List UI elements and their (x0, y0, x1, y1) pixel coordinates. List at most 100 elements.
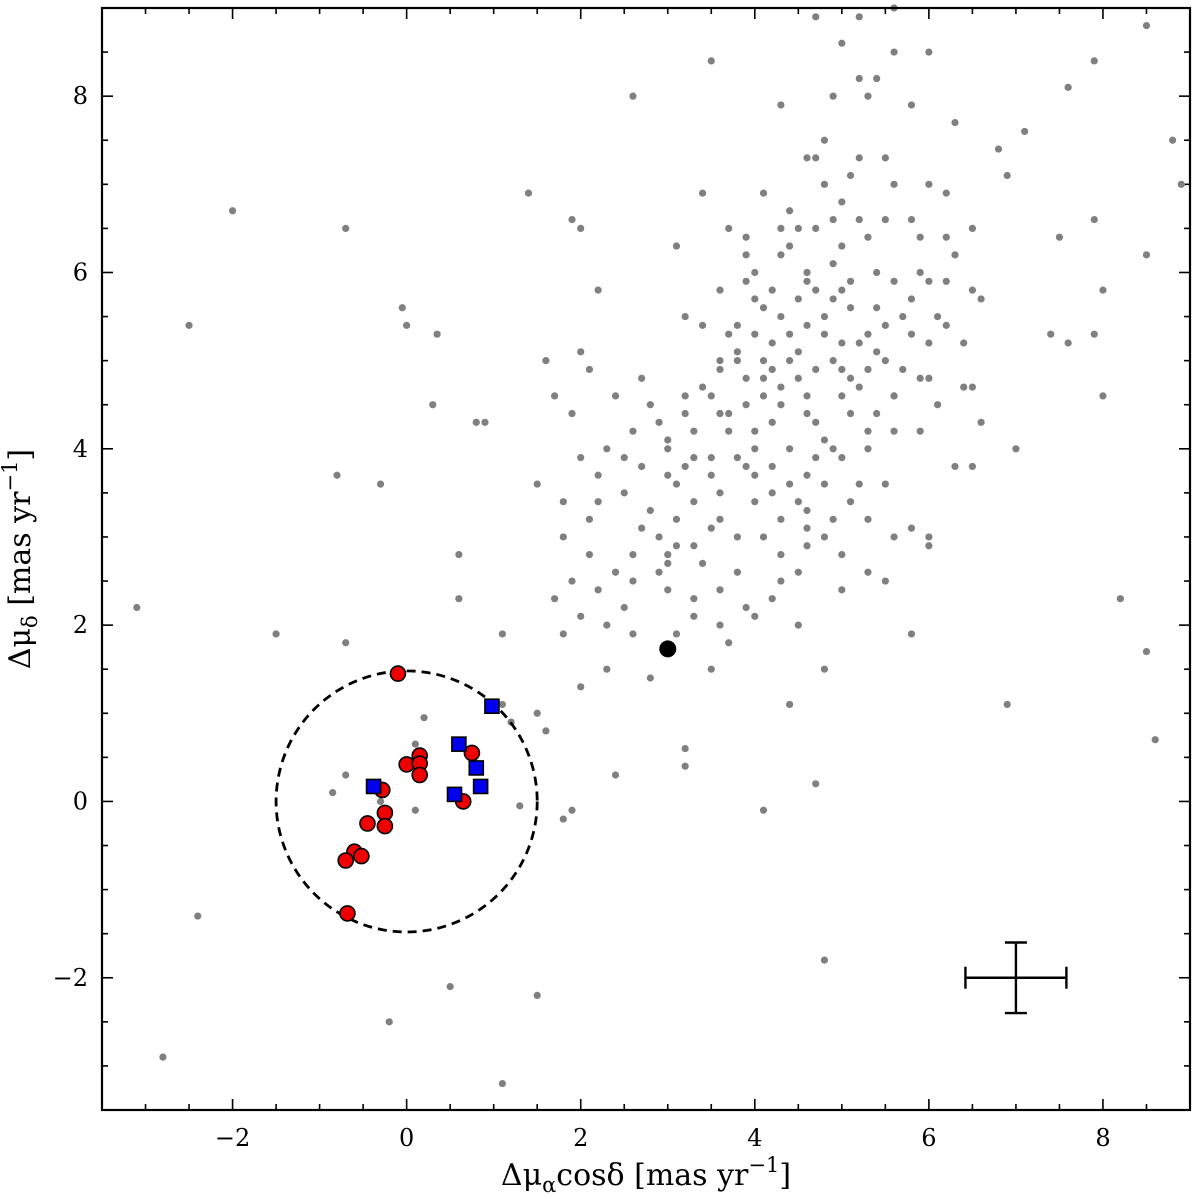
field-star-point (968, 286, 977, 294)
field-star-point (812, 454, 820, 462)
field-star-point (559, 498, 567, 506)
field-star-point (812, 224, 820, 232)
field-star-point (864, 568, 872, 576)
field-star-point (716, 621, 724, 629)
field-star-point (577, 348, 585, 356)
field-star-point (916, 427, 924, 435)
field-star-point (1047, 330, 1055, 338)
field-star-point (751, 498, 759, 506)
field-star-point (707, 665, 715, 673)
field-star-point (342, 771, 350, 779)
field-star-point (559, 533, 567, 541)
field-star-point (603, 665, 611, 673)
field-star-point (655, 418, 663, 426)
field-star-point (768, 339, 776, 347)
field-star-point (933, 312, 942, 321)
field-star-point (455, 595, 463, 603)
field-star-point (838, 550, 846, 559)
circle-marker-point (376, 817, 394, 835)
field-star-point (777, 224, 785, 232)
field-star-point (820, 136, 829, 144)
field-star-point (733, 568, 741, 576)
field-star-point (820, 956, 829, 964)
field-star-point (664, 559, 672, 568)
square-marker-point (472, 778, 489, 795)
field-star-point (733, 348, 741, 356)
field-star-point (446, 982, 454, 991)
reference-point (659, 640, 677, 658)
square-marker-point (446, 786, 463, 803)
field-star-point (907, 101, 916, 109)
y-axis-label-sub: δ (18, 615, 42, 628)
field-star-point (890, 392, 898, 400)
field-star-point (759, 304, 768, 312)
field-star-point (681, 462, 689, 471)
field-star-point (733, 454, 741, 462)
field-star-point (829, 215, 837, 224)
field-star-point (855, 215, 863, 224)
field-star-point (873, 268, 881, 277)
field-star-point (838, 198, 846, 206)
field-star-point (1116, 595, 1124, 603)
square-marker-point (365, 778, 382, 795)
field-star-point (873, 74, 881, 83)
field-star-point (1099, 286, 1107, 294)
field-star-point (672, 630, 681, 638)
field-star-point (803, 277, 811, 285)
field-star-point (751, 612, 759, 620)
field-star-point (420, 714, 428, 722)
field-star-point (864, 427, 872, 435)
field-star-point (1021, 127, 1029, 136)
field-star-point (159, 1053, 167, 1061)
field-star-point (690, 542, 698, 550)
field-star-point (925, 180, 933, 188)
field-star-point (951, 251, 959, 259)
field-star-point (698, 189, 707, 197)
field-star-point (342, 224, 350, 232)
field-star-point (707, 57, 715, 65)
field-star-point (742, 251, 750, 259)
field-star-point (681, 312, 689, 321)
field-star-point (646, 506, 654, 515)
field-star-point (881, 154, 889, 162)
field-star-point (925, 48, 933, 56)
x-axis-label-end: ] (779, 1158, 791, 1193)
field-star-point (542, 727, 550, 735)
field-star-point (1099, 392, 1107, 400)
field-star-point (655, 533, 663, 541)
field-star-point (725, 330, 733, 338)
field-star-point (925, 533, 933, 541)
field-star-point (873, 348, 881, 356)
field-star-point (733, 533, 741, 541)
field-star-point (568, 806, 576, 814)
field-star-point (498, 700, 506, 709)
field-star-point (777, 383, 785, 391)
field-star-point (873, 409, 881, 418)
x-axis-label-mid: cosδ [mas yr (556, 1158, 749, 1193)
field-star-point (716, 357, 724, 365)
field-star-point (272, 630, 280, 638)
field-star-point (133, 603, 141, 612)
field-star-point (1142, 22, 1151, 30)
field-star-point (794, 374, 802, 382)
field-star-point (385, 1018, 393, 1026)
field-star-point (759, 533, 768, 541)
field-star-point (690, 595, 698, 603)
field-star-point (751, 445, 759, 453)
field-star-point (899, 312, 907, 321)
plot-frame (100, 6, 1192, 1112)
field-star-point (725, 224, 733, 232)
field-star-point (524, 189, 533, 197)
field-star-point (733, 321, 741, 329)
field-star-point (838, 392, 846, 400)
field-star-point (881, 321, 889, 329)
field-star-point (698, 383, 707, 391)
field-star-point (594, 586, 602, 594)
field-star-point (855, 74, 863, 83)
field-star-point (890, 533, 898, 541)
field-star-point (716, 365, 724, 374)
field-star-point (194, 912, 202, 920)
field-star-point (742, 233, 750, 241)
field-star-point (899, 365, 907, 374)
